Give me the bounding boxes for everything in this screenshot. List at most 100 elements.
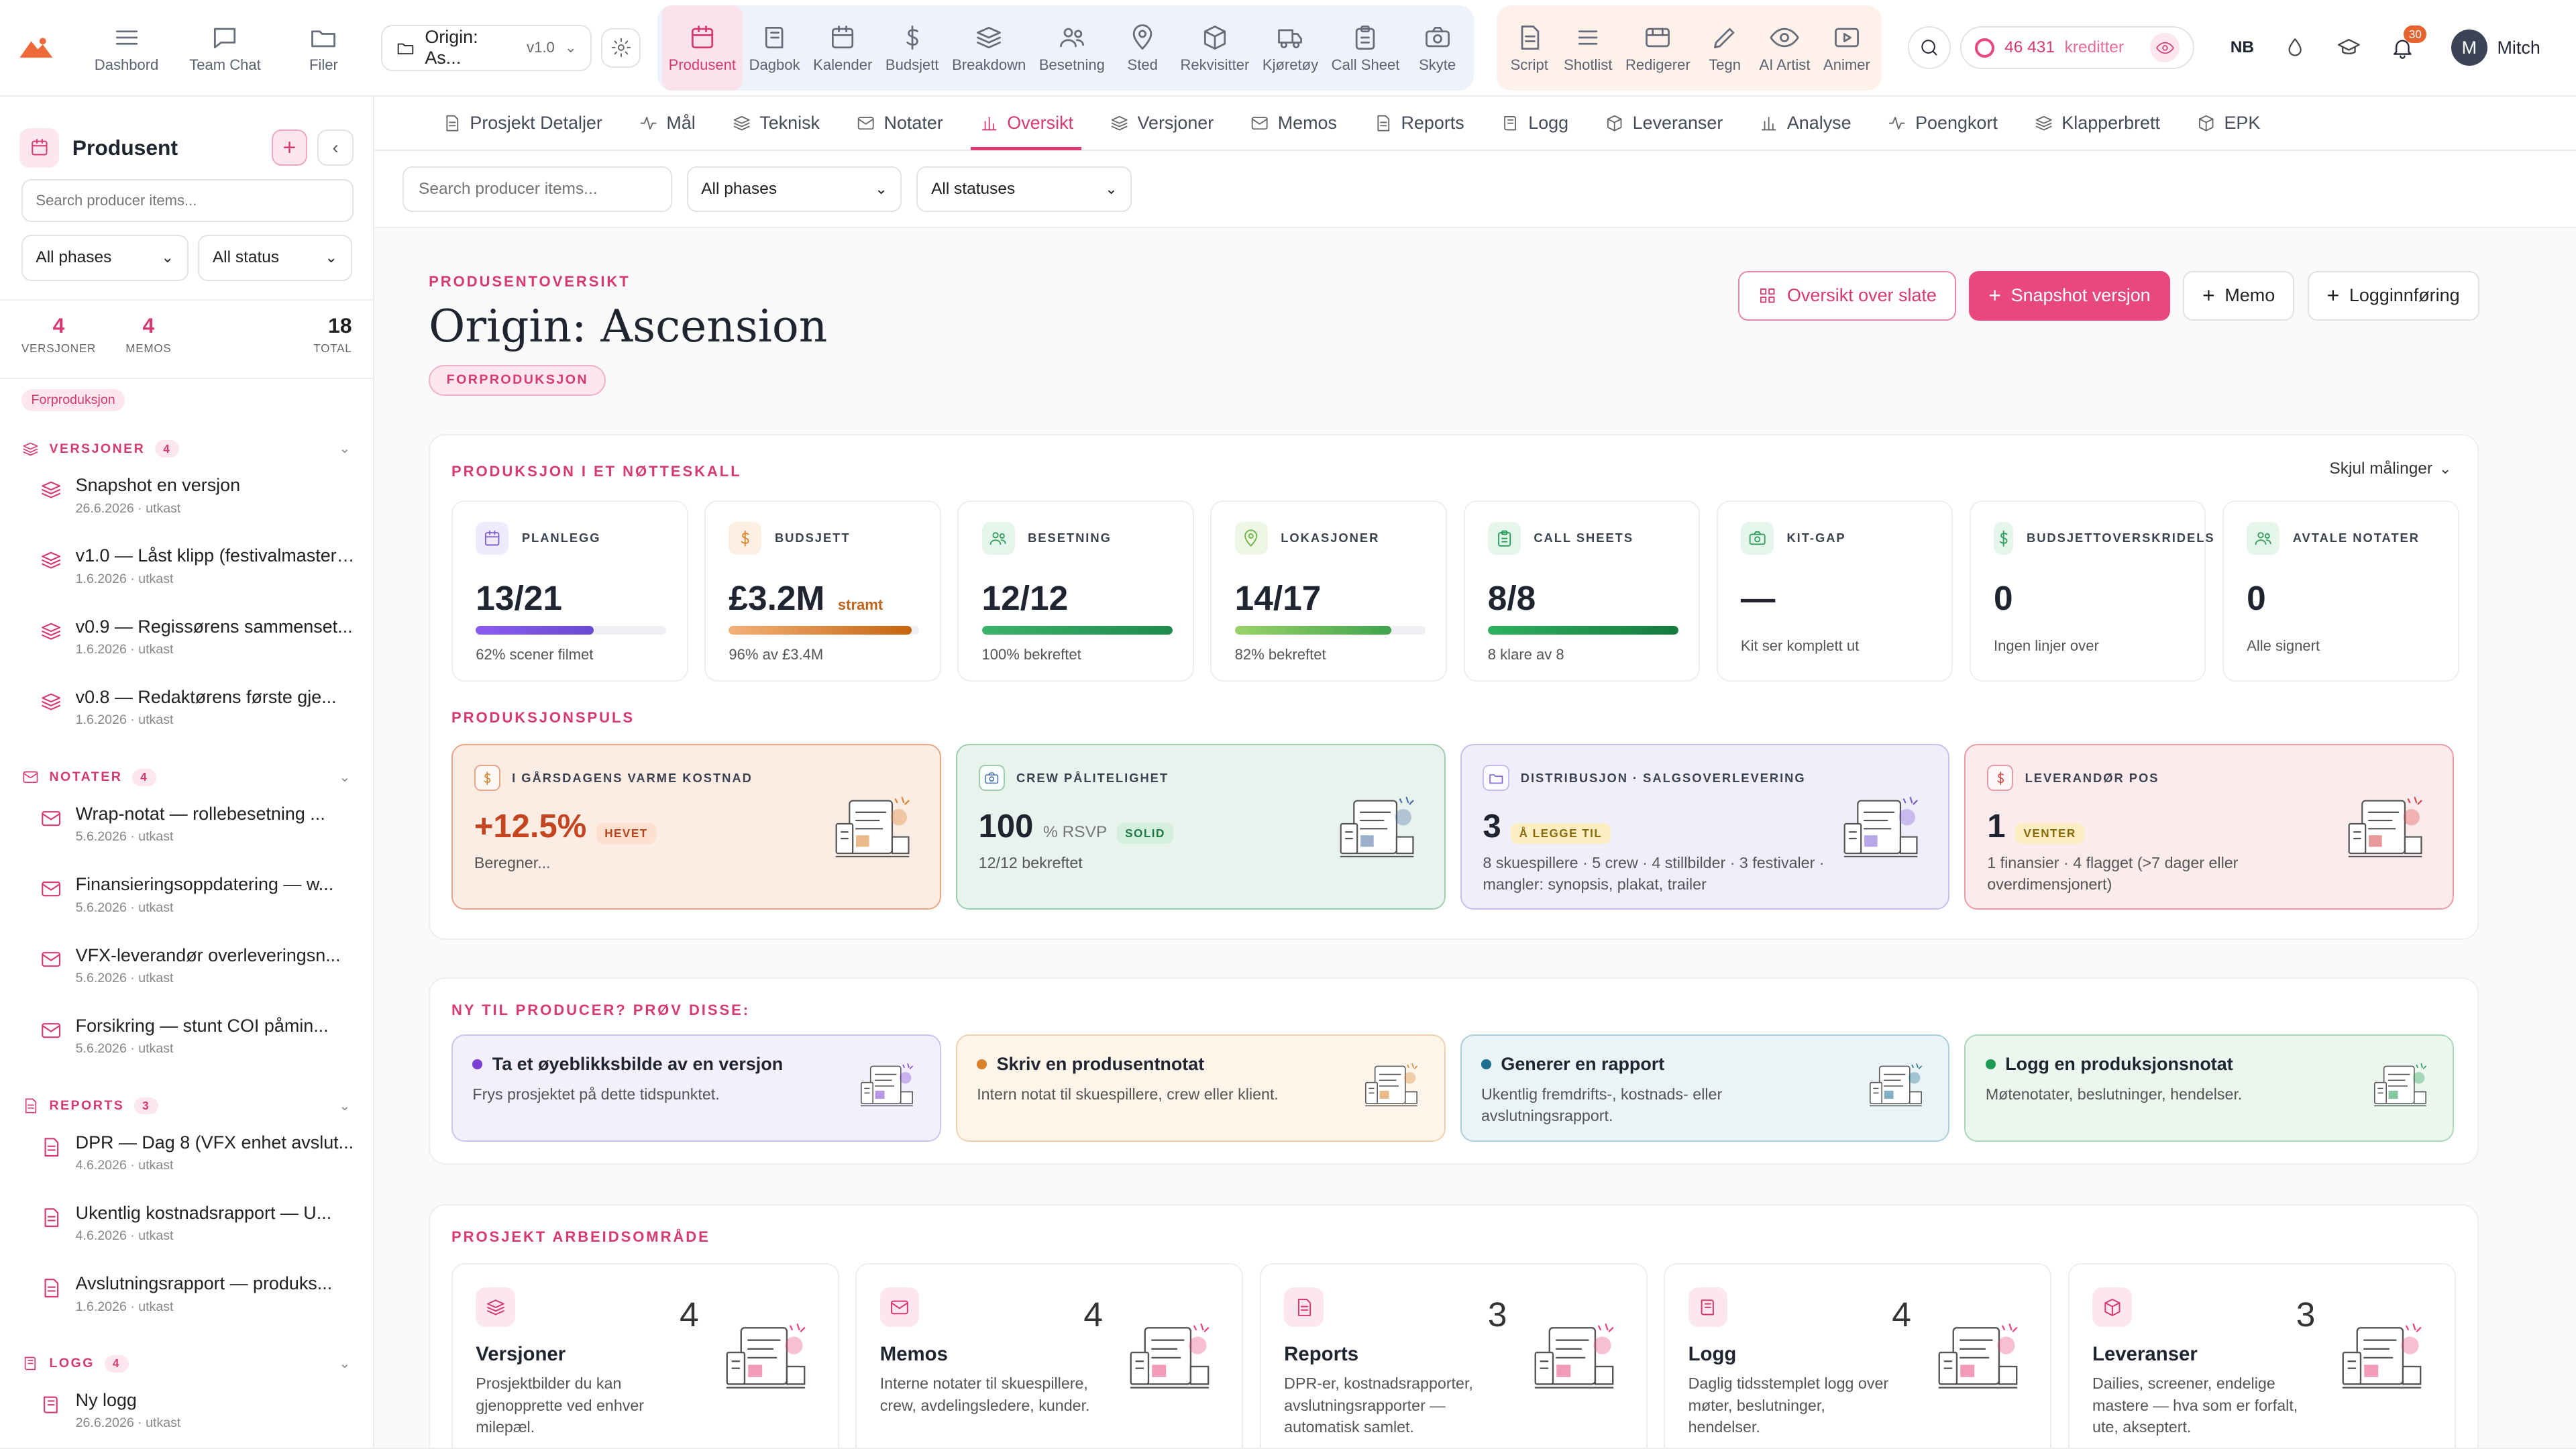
metric-besetning[interactable]: BESETNING 12/12 100% bekreftet — [957, 500, 1194, 682]
nav-tegn[interactable]: Tegn — [1697, 5, 1753, 91]
credits-badge[interactable]: 46 431 kreditter — [1960, 26, 2194, 70]
list-item[interactable]: Snapshot en versjon 26.6.2026 · utkast — [0, 467, 373, 537]
nav-dashbord[interactable]: Dashbord — [82, 5, 170, 91]
tab-teknisk[interactable]: Teknisk — [714, 96, 838, 150]
try-generer-en-rapport[interactable]: Generer en rapport Ukentlig fremdrifts-, … — [1460, 1034, 1950, 1142]
sidebar-search-input[interactable] — [21, 178, 354, 222]
section-reports[interactable]: REPORTS 3 ⌄ — [0, 1088, 373, 1124]
nav-script[interactable]: Script — [1501, 5, 1557, 91]
tab-oversikt[interactable]: Oversikt — [961, 96, 1091, 151]
list-item[interactable]: Avslutningsrapport — produks... 1.6.2026 … — [0, 1265, 373, 1336]
tab-poengkort[interactable]: Poengkort — [1870, 96, 2016, 150]
list-item[interactable]: DPR — Dag 8 (VFX enhet avslut... 4.6.2026… — [0, 1124, 373, 1194]
tab-memos[interactable]: Memos — [1232, 96, 1355, 150]
section-logg[interactable]: LOGG 4 ⌄ — [0, 1346, 373, 1382]
pulse-leverand-r-pos[interactable]: LEVERANDØR POS 1 VENTER 1 finansier · 4 fla… — [1964, 743, 2455, 910]
pulse-i-ga-rsdagens-varme-kostnad[interactable]: I GÅRSDAGENS VARME KOSTNAD +12.5% HEVET Ber… — [451, 743, 941, 910]
tab-leveranser[interactable]: Leveranser — [1587, 96, 1741, 150]
status-filter-select[interactable]: All status ⌄ — [198, 235, 352, 281]
visibility-icon[interactable] — [2150, 33, 2180, 63]
tab-reports[interactable]: Reports — [1355, 96, 1483, 150]
project-settings-button[interactable] — [601, 28, 641, 68]
try-ta-et-yeblikksbilde-av-en-versjon[interactable]: Ta et øyeblikksbilde av en versjon Frys p… — [451, 1034, 941, 1142]
nav-sted[interactable]: Sted — [1112, 5, 1174, 91]
notifications-button[interactable]: 30 — [2390, 25, 2427, 60]
nav-produsent[interactable]: Produsent — [661, 5, 743, 91]
list-item[interactable]: v1.0 — Låst klipp (festivalmastering) 1.6… — [0, 537, 373, 608]
tab-label: Versjoner — [1137, 113, 1214, 133]
list-item[interactable]: Ukentlig kostnadsrapport — U... 4.6.2026 … — [0, 1195, 373, 1265]
list-item[interactable]: v0.9 — Regissørens sammenset... 1.6.2026 … — [0, 608, 373, 679]
project-selector[interactable]: Origin: As... v1.0 ⌄ — [381, 24, 592, 71]
nav-kj-ret-y[interactable]: Kjøretøy — [1256, 5, 1325, 91]
nav-shotlist[interactable]: Shotlist — [1557, 5, 1619, 91]
snapshot-version-button[interactable]: + Snapshot versjon — [1969, 271, 2170, 321]
language-switch[interactable]: NB — [2230, 38, 2255, 57]
list-item[interactable]: Wrap-notat — rollebesetning ... 5.6.2026 … — [0, 796, 373, 866]
list-item[interactable]: Finansieringsoppdatering — w... 5.6.2026 … — [0, 866, 373, 936]
search-input[interactable] — [402, 166, 672, 213]
metric-lokasjoner[interactable]: LOKASJONER 14/17 82% bekreftet — [1210, 500, 1448, 682]
tab-logg[interactable]: Logg — [1483, 96, 1587, 150]
avatar[interactable]: M — [2451, 30, 2487, 66]
nav-ai-artist[interactable]: AI Artist — [1753, 5, 1817, 91]
nav-animer[interactable]: Animer — [1817, 5, 1876, 91]
phase-select[interactable]: All phases ⌄ — [686, 166, 902, 213]
log-entry-button[interactable]: + Logginnføring — [2307, 271, 2479, 321]
global-search-button[interactable] — [1908, 26, 1951, 70]
tab-analyse[interactable]: Analyse — [1741, 96, 1869, 150]
layers-icon — [41, 552, 60, 569]
droplet-icon[interactable] — [2284, 36, 2306, 59]
slate-overview-button[interactable]: Oversikt over slate — [1737, 271, 1956, 321]
metric-budsjettoverskridels[interactable]: BUDSJETTOVERSKRIDELS 0 Ingen linjer over — [1969, 500, 2214, 682]
workspace-leveranser[interactable]: 3 Leveranser Dailies, screener, endelige m… — [2068, 1263, 2456, 1448]
workspace-memos[interactable]: 4 Memos Interne notater til skuespillere, … — [855, 1263, 1244, 1448]
list-item[interactable]: Ny logg 26.6.2026 · utkast — [0, 1382, 373, 1448]
section-versjoner[interactable]: VERSJONER 4 ⌄ — [0, 431, 373, 467]
collapse-sidebar-button[interactable]: ‹ — [317, 129, 354, 166]
metric-label: BUDSJETT — [774, 531, 851, 545]
nav-redigerer[interactable]: Redigerer — [1619, 5, 1697, 91]
tab-notater[interactable]: Notater — [838, 96, 961, 150]
nav-besetning[interactable]: Besetning — [1032, 5, 1112, 91]
tab-versjoner[interactable]: Versjoner — [1091, 96, 1232, 150]
status-select[interactable]: All statuses ⌄ — [916, 166, 1132, 213]
metric-planlegg[interactable]: PLANLEGG 13/21 62% scener filmet — [451, 500, 688, 682]
workspace-logg[interactable]: 4 Logg Daglig tidsstemplet logg over møter… — [1664, 1263, 2052, 1448]
tab-epk[interactable]: EPK — [2178, 96, 2278, 150]
tab-ma-l[interactable]: Mål — [621, 96, 714, 150]
nav-breakdown[interactable]: Breakdown — [945, 5, 1032, 91]
nav-skyte[interactable]: Skyte — [1406, 5, 1468, 91]
list-item[interactable]: Forsikring — stunt COI påmin... 5.6.2026 … — [0, 1008, 373, 1078]
metric-budsjett[interactable]: BUDSJETT £3.2M stramt 96% av £3.4M — [704, 500, 941, 682]
nav-kalender[interactable]: Kalender — [806, 5, 879, 91]
phase-filter-select[interactable]: All phases ⌄ — [21, 235, 189, 281]
nav-call-sheet[interactable]: Call Sheet — [1325, 5, 1406, 91]
list-item[interactable]: VFX-leverandør overleveringsn... 5.6.2026… — [0, 936, 373, 1007]
nav-filer[interactable]: Filer — [279, 5, 368, 91]
section-notater[interactable]: NOTATER 4 ⌄ — [0, 759, 373, 796]
pulse-crew-pa-litelighet[interactable]: CREW PÅLITELIGHET 100 % RSVP SOLID 12/12 bek… — [955, 743, 1446, 910]
nav-team-chat[interactable]: Team Chat — [180, 5, 269, 91]
metric-call-sheets[interactable]: CALL SHEETS 8/8 8 klare av 8 — [1463, 500, 1701, 682]
workspace-versjoner[interactable]: 4 Versjoner Prosjektbilder du kan gjenoppr… — [451, 1263, 839, 1448]
metric-label: CALL SHEETS — [1534, 531, 1634, 545]
nav-budsjett[interactable]: Budsjett — [879, 5, 945, 91]
nav-dagbok[interactable]: Dagbok — [743, 5, 807, 91]
workspace-reports[interactable]: 3 Reports DPR-er, kostnadsrapporter, avslu… — [1259, 1263, 1648, 1448]
user-name[interactable]: Mitch — [2497, 37, 2540, 58]
tab-klapperbrett[interactable]: Klapperbrett — [2016, 96, 2178, 150]
add-item-button[interactable]: + — [271, 129, 308, 166]
hide-metrics-toggle[interactable]: Skjul målinger ⌄ — [2329, 460, 2451, 478]
graduation-cap-icon[interactable] — [2337, 36, 2361, 60]
try-logg-en-produksjonsnotat[interactable]: Logg en produksjonsnotat Møtenotater, bes… — [1964, 1034, 2455, 1142]
memo-button[interactable]: + Memo — [2183, 271, 2295, 321]
tab-prosjekt-detaljer[interactable]: Prosjekt Detaljer — [424, 96, 621, 150]
metric-kit-gap[interactable]: KIT-GAP — Kit ser komplett ut — [1716, 500, 1953, 682]
pulse-distribusjon-salgsoverlevering[interactable]: DISTRIBUSJON · SALGSOVERLEVERING 3 Å LEGGE… — [1460, 743, 1950, 910]
app-logo[interactable] — [0, 36, 72, 59]
try-skriv-en-produsentnotat[interactable]: Skriv en produsentnotat Intern notat til … — [955, 1034, 1446, 1142]
nav-rekvisitter[interactable]: Rekvisitter — [1174, 5, 1256, 91]
metric-avtale-notater[interactable]: AVTALE NOTATER 0 Alle signert — [2222, 500, 2459, 682]
list-item[interactable]: v0.8 — Redaktørens første gje... 1.6.2026… — [0, 679, 373, 749]
